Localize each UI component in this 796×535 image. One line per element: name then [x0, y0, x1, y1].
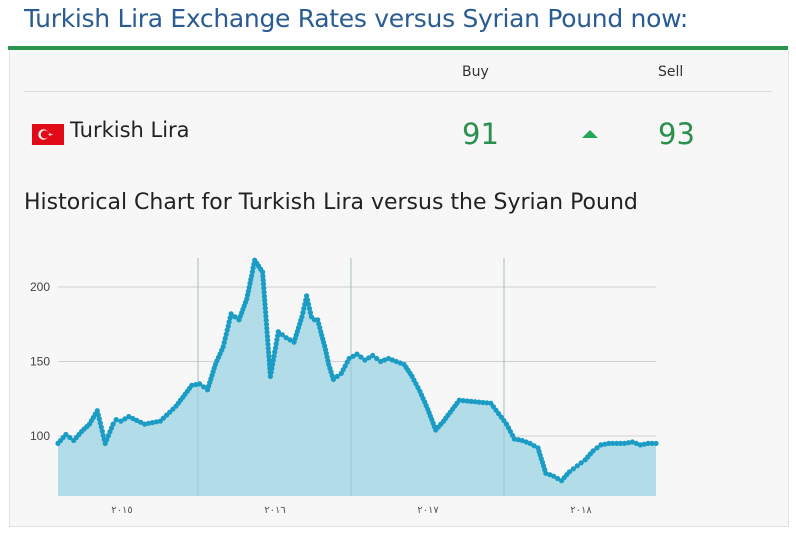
x-tick-label: ٢٠١٨ [570, 505, 592, 516]
trend-up-icon [582, 130, 598, 138]
x-tick-label: ٢٠١٦ [264, 505, 285, 516]
buy-column-header: Buy [462, 64, 489, 80]
table-divider [24, 91, 772, 92]
chart-points [55, 257, 659, 484]
x-axis-ticks: ٢٠١٥ ٢٠١٦ ٢٠١٧ ٢٠١٨ [111, 505, 592, 516]
page-title: Turkish Lira Exchange Rates versus Syria… [24, 4, 688, 33]
sell-rate: 93 [658, 117, 695, 151]
chart-title: Historical Chart for Turkish Lira versus… [24, 190, 638, 215]
currency-name: Turkish Lira [70, 118, 190, 142]
x-tick-label: ٢٠١٧ [417, 505, 439, 516]
buy-rate: 91 [462, 117, 499, 151]
sell-column-header: Sell [658, 64, 684, 80]
y-tick-label: 100 [30, 429, 50, 443]
y-tick-label: 150 [30, 355, 50, 369]
y-axis-ticks: 100 150 200 [30, 280, 50, 443]
chart-area [58, 260, 656, 496]
turkey-flag-icon [32, 124, 64, 145]
x-tick-label: ٢٠١٥ [111, 505, 132, 516]
y-tick-label: 200 [30, 280, 50, 294]
title-underline [8, 46, 788, 50]
chart-vertical-gridlines [197, 258, 505, 496]
